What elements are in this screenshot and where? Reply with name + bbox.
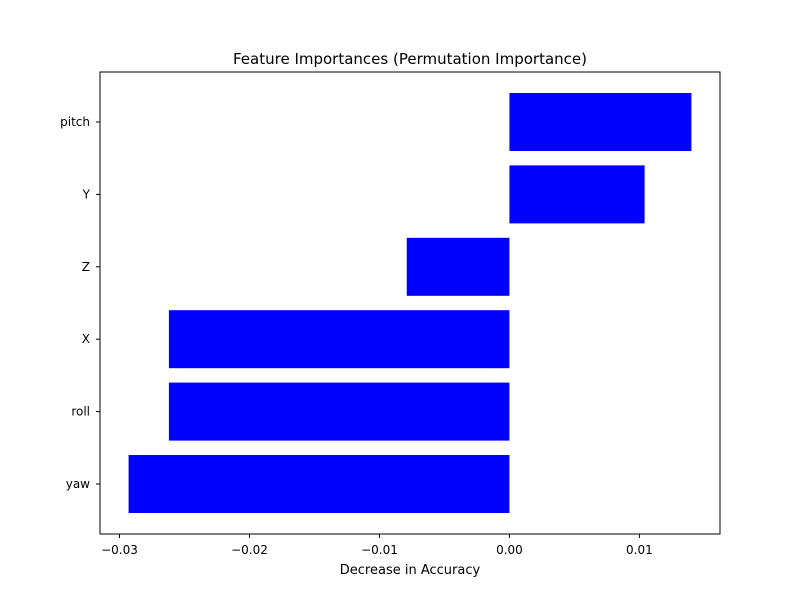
- x-tick-label: 0.01: [626, 543, 653, 557]
- chart-title: Feature Importances (Permutation Importa…: [233, 50, 587, 68]
- y-tick-label: roll: [71, 405, 90, 419]
- bar-pitch: [509, 93, 692, 151]
- y-tick-label: Z: [82, 260, 90, 274]
- bars-group: [128, 93, 692, 513]
- y-tick-label: pitch: [60, 115, 90, 129]
- y-tick-label: X: [82, 332, 90, 346]
- x-tick-label: −0.03: [101, 543, 138, 557]
- x-axis-ticks: −0.03 −0.02 −0.01 0.00 0.01: [101, 534, 653, 557]
- bar-yaw: [128, 455, 510, 513]
- x-tick-label: −0.02: [231, 543, 268, 557]
- bar-z: [406, 237, 510, 296]
- plot-area-frame: [99, 71, 721, 535]
- bar-roll: [168, 382, 510, 441]
- x-axis-label: Decrease in Accuracy: [340, 563, 481, 578]
- y-tick-label: yaw: [66, 477, 90, 491]
- bar-y: [509, 165, 645, 224]
- x-tick-label: −0.01: [361, 543, 398, 557]
- y-tick-label: Y: [82, 187, 91, 201]
- bar-x: [168, 310, 510, 369]
- x-tick-label: 0.00: [496, 543, 523, 557]
